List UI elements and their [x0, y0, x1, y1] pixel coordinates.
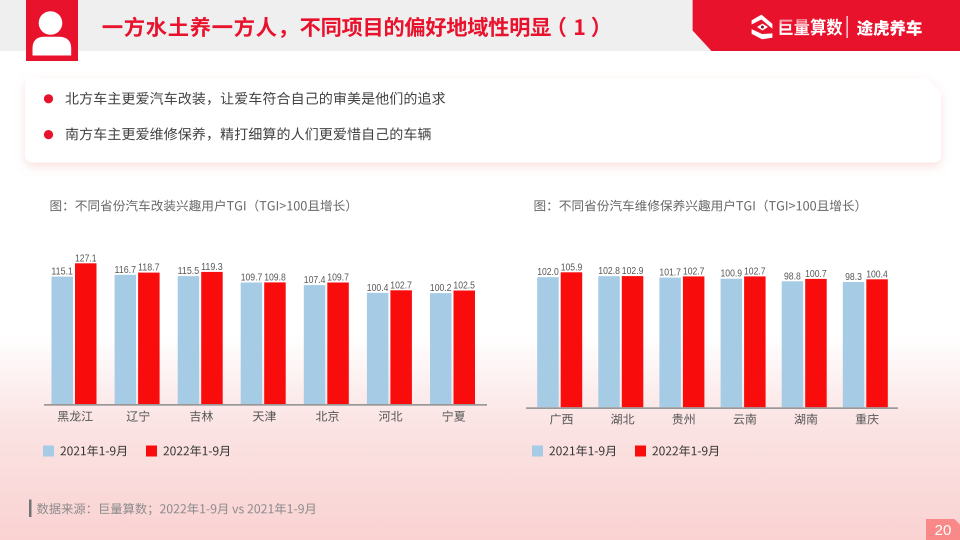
- svg-text:102.8: 102.8: [598, 266, 620, 277]
- svg-text:102.9: 102.9: [622, 266, 644, 277]
- svg-text:115.5: 115.5: [178, 266, 200, 277]
- svg-text:98.3: 98.3: [845, 272, 862, 283]
- svg-text:116.7: 116.7: [115, 265, 137, 276]
- svg-text:20: 20: [935, 522, 952, 539]
- svg-text:105.9: 105.9: [561, 262, 583, 273]
- svg-text:100.2: 100.2: [430, 283, 452, 294]
- svg-text:115.1: 115.1: [51, 267, 73, 278]
- svg-text:100.4: 100.4: [866, 269, 888, 280]
- svg-text:102.5: 102.5: [453, 281, 475, 292]
- svg-text:100.4: 100.4: [367, 283, 389, 294]
- svg-text:102.7: 102.7: [744, 266, 766, 277]
- svg-text:109.8: 109.8: [264, 272, 286, 283]
- svg-text:100.7: 100.7: [805, 269, 827, 280]
- svg-text:101.7: 101.7: [659, 268, 681, 279]
- svg-text:109.7: 109.7: [327, 273, 349, 284]
- svg-text:98.8: 98.8: [784, 271, 801, 282]
- svg-text:102.7: 102.7: [390, 280, 412, 291]
- svg-text:100.9: 100.9: [721, 269, 743, 280]
- svg-text:127.1: 127.1: [75, 253, 97, 264]
- svg-text:118.7: 118.7: [138, 263, 160, 274]
- svg-text:102.7: 102.7: [683, 266, 705, 277]
- svg-text:109.7: 109.7: [241, 273, 263, 284]
- svg-text:119.3: 119.3: [201, 262, 223, 273]
- svg-text:107.4: 107.4: [304, 275, 326, 286]
- svg-text:102.0: 102.0: [537, 267, 559, 278]
